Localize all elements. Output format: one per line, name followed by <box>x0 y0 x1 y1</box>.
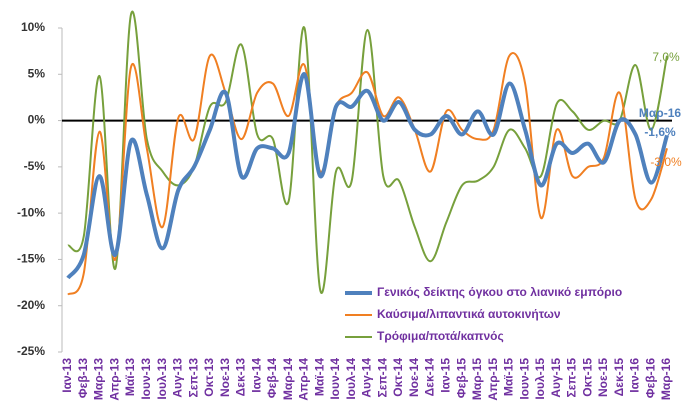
x-tick-label: Μαρ-13 <box>92 358 106 400</box>
series-line <box>66 72 669 280</box>
annotation: Μαρ-16 <box>639 106 681 120</box>
x-tick-label: Οκτ-14 <box>391 358 405 397</box>
y-tick-label: -25% <box>17 344 45 358</box>
x-tick-label: Ιουλ-13 <box>155 358 169 400</box>
legend-label: Τρόφιμα/ποτά/καπνός <box>377 329 504 343</box>
x-tick-label: Ιαν-13 <box>60 358 74 393</box>
x-tick-label: Αυγ-13 <box>171 358 185 398</box>
x-tick-label: Μαϊ-13 <box>123 358 137 396</box>
y-tick-label: -5% <box>24 159 46 173</box>
series-line <box>67 52 668 296</box>
x-tick-label: Φεβ-16 <box>643 358 657 399</box>
x-tick-label: Φεβ-13 <box>76 358 90 399</box>
x-tick-label: Μαρ-15 <box>470 358 484 400</box>
x-tick-label: Δεκ-15 <box>612 358 626 397</box>
x-tick-label: Ιουλ-15 <box>533 358 547 400</box>
data-label: -1,6% <box>644 125 676 139</box>
x-tick-label: Ιουν-15 <box>517 358 531 400</box>
x-tick-label: Μαρ-16 <box>659 358 673 400</box>
x-tick-label: Ιουλ-14 <box>344 358 358 400</box>
x-tick-label: Αυγ-15 <box>549 358 563 398</box>
y-tick-label: -20% <box>17 298 45 312</box>
x-tick-label: Ιαν-14 <box>249 358 263 393</box>
y-tick-label: 0% <box>28 113 46 127</box>
x-tick-label: Σεπ-13 <box>186 358 200 398</box>
y-tick-label: 10% <box>21 20 45 34</box>
x-tick-label: Μαρ-14 <box>281 358 295 400</box>
x-tick-label: Αυγ-14 <box>360 358 374 398</box>
data-label: -3,0% <box>650 155 682 169</box>
x-tick-label: Δεκ-14 <box>423 358 437 397</box>
x-tick-label: Νοε-15 <box>596 358 610 397</box>
x-tick-label: Μαϊ-15 <box>502 358 516 396</box>
x-tick-label: Ιουν-14 <box>328 358 342 400</box>
x-tick-label: Φεβ-15 <box>454 358 468 399</box>
x-tick-label: Μαϊ-14 <box>312 358 326 396</box>
y-tick-label: -15% <box>17 252 45 266</box>
x-tick-label: Οκτ-13 <box>202 358 216 397</box>
legend-label: Γενικός δείκτης όγκου στο λιανικό εμπόρι… <box>377 285 622 299</box>
x-tick-label: Δεκ-13 <box>234 358 248 397</box>
series-line <box>67 10 668 294</box>
x-tick-label: Ιαν-16 <box>628 358 642 393</box>
x-tick-label: Σεπ-14 <box>375 358 389 398</box>
x-tick-label: Νοε-14 <box>407 358 421 397</box>
y-tick-label: -10% <box>17 205 45 219</box>
data-label: 7,0% <box>652 50 680 64</box>
x-tick-label: Σεπ-15 <box>565 358 579 398</box>
x-tick-label: Απρ-14 <box>297 358 311 401</box>
x-tick-label: Απρ-13 <box>107 358 121 401</box>
legend-label: Καύσιμα/λιπαντικά αυτοκινήτων <box>377 307 561 321</box>
x-tick-label: Οκτ-15 <box>580 358 594 397</box>
y-tick-label: 5% <box>28 66 46 80</box>
x-tick-label: Ιαν-15 <box>438 358 452 393</box>
x-tick-label: Ιουν-13 <box>139 358 153 400</box>
x-tick-label: Απρ-15 <box>486 358 500 401</box>
x-tick-label: Φεβ-14 <box>265 358 279 399</box>
x-tick-label: Νοε-13 <box>218 358 232 397</box>
